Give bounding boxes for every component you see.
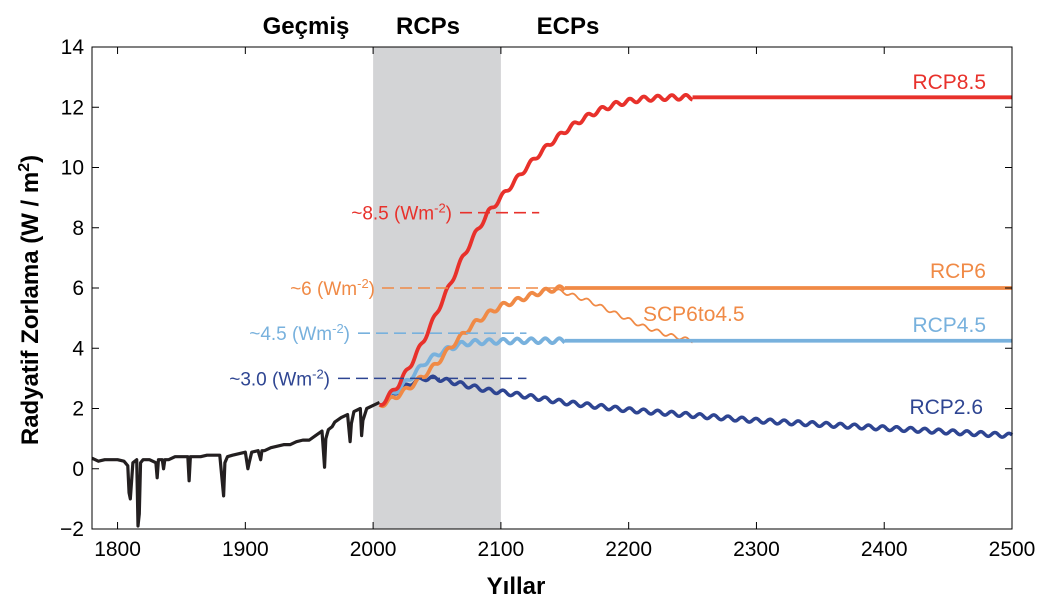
annotation-layer: ~8.5 (Wm-2) ~6 (Wm-2) ~4.5 (Wm-2) ~3.0 (Wm-…	[229, 201, 559, 390]
y-tick-label: 8	[72, 217, 84, 240]
x-tick-label: 2300	[733, 538, 780, 561]
y-tick-label: 10	[61, 157, 84, 180]
x-tick-label: 2000	[350, 538, 397, 561]
x-tick-label: 2200	[605, 538, 652, 561]
x-tick-label: 2400	[861, 538, 908, 561]
series-label-layer: RCP8.5 RCP6 SCP6to4.5 RCP4.5 RCP2.6	[643, 71, 986, 419]
x-axis-title: Yıllar	[487, 573, 546, 600]
series-rcp6-wavy	[378, 284, 566, 409]
series-historical	[91, 401, 381, 528]
y-tick-label: 14	[61, 36, 85, 59]
x-tick-label: 1900	[222, 538, 269, 561]
period-label-ecps: ECPs	[537, 13, 600, 40]
series-layer	[91, 93, 1014, 528]
y-tick-label: 6	[72, 277, 84, 300]
series-label-rcp85: RCP8.5	[912, 71, 986, 94]
x-tick-label: 1800	[94, 538, 141, 561]
axis-ticks: 1800 1900 2000 2100 2200 2300 2400 2500 −2 0 2 4 6 8 1…	[60, 36, 1035, 561]
series-label-scp: SCP6to4.5	[643, 303, 745, 326]
y-axis-title: Radyatif Zorlama (W / m2)	[16, 155, 44, 445]
series-scp6to45	[551, 288, 693, 344]
x-tick-label: 2500	[989, 538, 1036, 561]
series-label-rcp6: RCP6	[930, 260, 986, 283]
y-tick-label: −2	[60, 518, 84, 541]
series-rcp45-wavy	[379, 336, 566, 407]
forcing-annotation-ann45: ~4.5 (Wm-2)	[249, 321, 350, 345]
y-tick-label: 4	[72, 337, 84, 360]
series-rcp26	[379, 374, 1014, 439]
period-label-past: Geçmiş	[263, 13, 350, 40]
forcing-annotation-ann6: ~6 (Wm-2)	[290, 276, 375, 300]
forcing-annotation-ann85: ~8.5 (Wm-2)	[351, 201, 452, 225]
series-rcp85-wavy	[379, 93, 694, 407]
x-tick-label: 2100	[478, 538, 525, 561]
y-tick-label: 2	[72, 398, 84, 421]
series-label-rcp26: RCP2.6	[909, 396, 983, 419]
y-tick-label: 0	[72, 458, 84, 481]
series-label-rcp45: RCP4.5	[912, 314, 986, 337]
forcing-annotation-ann3: ~3.0 (Wm-2)	[229, 366, 330, 390]
y-tick-label: 12	[61, 96, 84, 119]
period-label-rcps: RCPs	[396, 13, 460, 40]
